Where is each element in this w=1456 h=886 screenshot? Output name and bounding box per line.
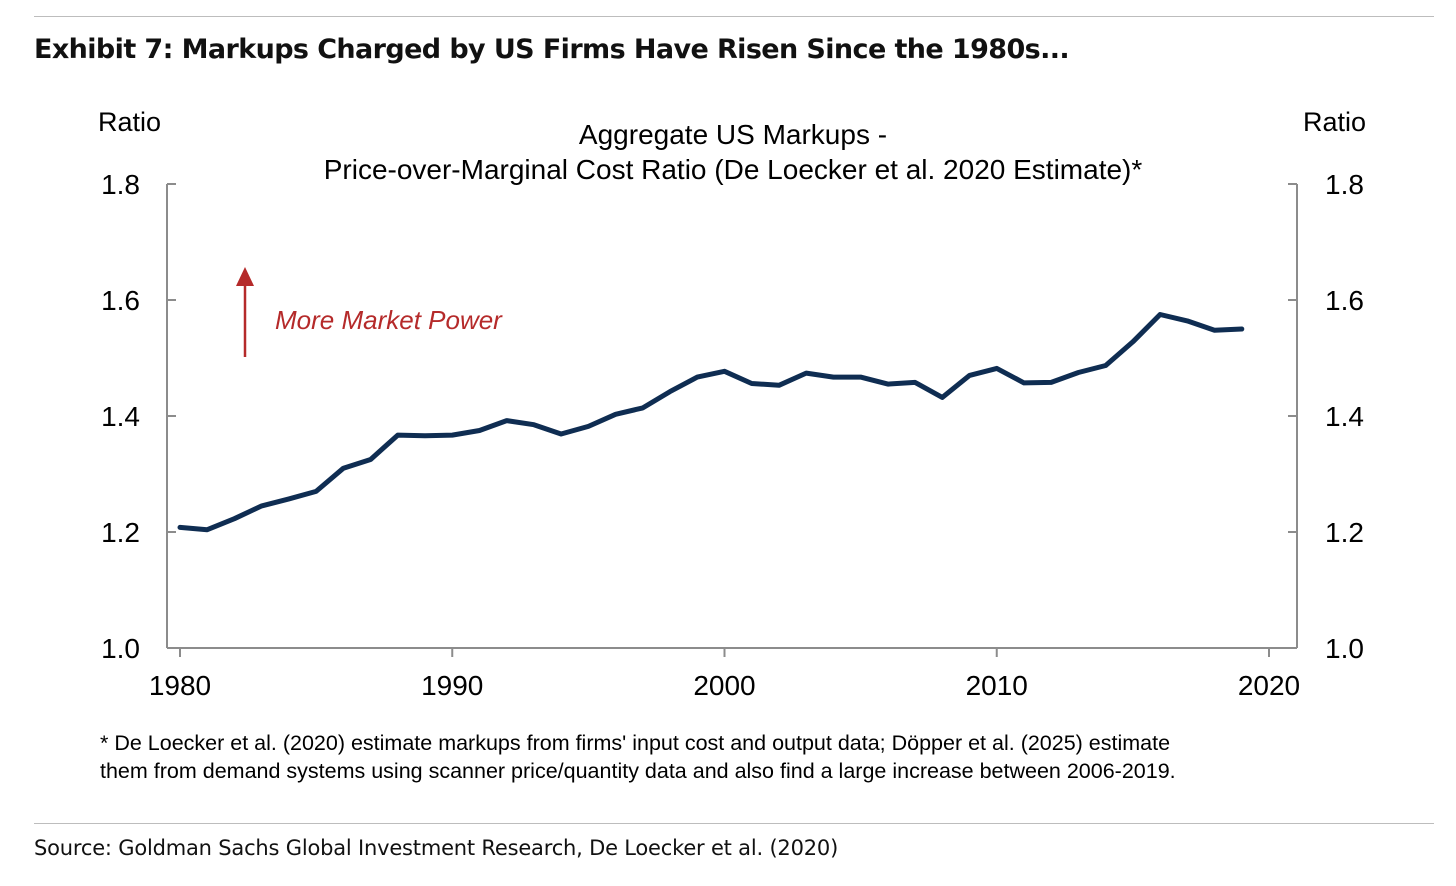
x-tick-label: 2010	[966, 670, 1028, 701]
y-axis-label-right: Ratio	[1303, 107, 1366, 137]
chart-title-line2: Price-over-Marginal Cost Ratio (De Loeck…	[324, 154, 1143, 185]
y-tick-label-right: 1.6	[1325, 285, 1364, 316]
chart-title-line1: Aggregate US Markups -	[579, 119, 887, 150]
source-note: Source: Goldman Sachs Global Investment …	[34, 836, 839, 860]
top-rule	[34, 16, 1434, 17]
footnote-line2: them from demand systems using scanner p…	[100, 759, 1176, 783]
y-tick-label-left: 1.8	[101, 169, 140, 200]
y-tick-label-left: 1.0	[101, 633, 140, 664]
markups-line-chart: Aggregate US Markups - Price-over-Margin…	[98, 107, 1366, 701]
annotation-text: More Market Power	[275, 305, 503, 335]
series-line-markups	[177, 312, 1245, 533]
x-tick-label: 2000	[693, 670, 755, 701]
bottom-rule	[34, 823, 1434, 824]
footnote: * De Loecker et al. (2020) estimate mark…	[100, 729, 1400, 785]
exhibit-title: Exhibit 7: Markups Charged by US Firms H…	[34, 34, 1070, 65]
y-tick-label-right: 1.0	[1325, 633, 1364, 664]
y-tick-labels-right: 1.0 1.2 1.4 1.6 1.8	[1325, 169, 1364, 664]
x-tick-label: 1990	[421, 670, 483, 701]
annotation-arrow	[236, 267, 254, 357]
y-tick-label-left: 1.4	[101, 401, 140, 432]
y-tick-label-right: 1.4	[1325, 401, 1364, 432]
series-points	[179, 314, 1242, 530]
y-tick-label-left: 1.6	[101, 285, 140, 316]
x-tick-labels: 1980 1990 2000 2010 2020	[149, 670, 1300, 701]
x-tick-label: 1980	[149, 670, 211, 701]
footnote-line1: * De Loecker et al. (2020) estimate mark…	[100, 731, 1171, 755]
annotation-arrow-head	[236, 267, 254, 286]
y-tick-labels-left: 1.0 1.2 1.4 1.6 1.8	[101, 169, 140, 664]
y-tick-label-right: 1.8	[1325, 169, 1364, 200]
y-tick-label-right: 1.2	[1325, 517, 1364, 548]
y-tick-label-left: 1.2	[101, 517, 140, 548]
x-tick-label: 2020	[1238, 670, 1300, 701]
chart-axes	[166, 183, 1298, 657]
y-axis-label-left: Ratio	[98, 107, 161, 137]
